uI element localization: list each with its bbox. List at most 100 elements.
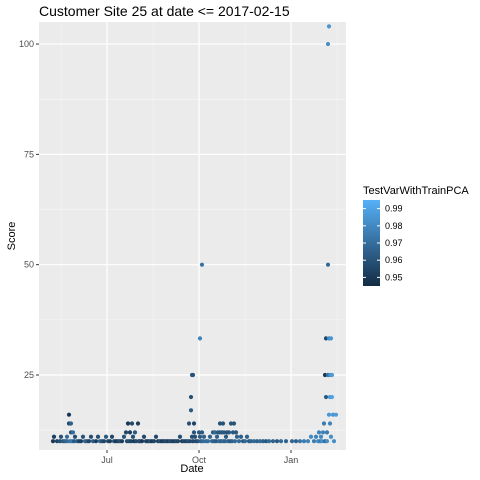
data-point: [70, 430, 76, 435]
data-point: [328, 434, 334, 439]
data-point: [230, 430, 236, 435]
legend-tick-label: 0.97: [385, 238, 403, 248]
data-point: [101, 439, 107, 444]
data-point: [333, 412, 339, 417]
data-point: [64, 434, 70, 439]
data-point: [199, 430, 205, 435]
data-point: [128, 439, 134, 444]
data-point: [72, 434, 78, 439]
data-point: [223, 434, 229, 439]
data-point: [266, 439, 272, 444]
y-tick-label: 100: [19, 39, 34, 49]
data-point: [260, 439, 266, 444]
data-point: [217, 421, 223, 426]
data-point: [263, 439, 269, 444]
data-point: [323, 336, 329, 341]
data-point: [326, 412, 332, 417]
legend-tick-label: 0.95: [385, 272, 403, 282]
data-point: [139, 439, 145, 444]
data-point: [248, 439, 254, 444]
data-point: [228, 421, 234, 426]
data-point: [318, 434, 324, 439]
data-point: [330, 412, 336, 417]
data-point: [236, 439, 242, 444]
data-point: [196, 430, 202, 435]
data-point: [311, 439, 317, 444]
data-point: [232, 439, 238, 444]
data-point: [64, 439, 70, 444]
data-point: [153, 434, 159, 439]
x-axis-title: Date: [180, 463, 203, 475]
data-point: [325, 262, 331, 267]
data-point: [95, 434, 101, 439]
data-point: [188, 394, 194, 400]
data-point: [197, 336, 203, 341]
data-point: [242, 439, 248, 444]
data-point: [103, 434, 109, 439]
data-point: [234, 434, 240, 439]
data-point: [226, 430, 232, 435]
legend-tick-label: 0.99: [385, 204, 403, 214]
data-point: [78, 439, 84, 444]
data-point: [254, 439, 260, 444]
data-point: [251, 439, 257, 444]
data-point: [328, 336, 334, 341]
data-point: [66, 412, 72, 417]
data-point: [229, 439, 235, 444]
data-point: [325, 41, 331, 47]
plot-panel: [39, 22, 346, 450]
data-point: [278, 439, 284, 444]
data-point: [293, 439, 299, 444]
data-point: [93, 439, 99, 444]
data-point: [316, 430, 322, 435]
data-point: [221, 430, 227, 435]
data-point: [257, 439, 263, 444]
data-point: [297, 439, 303, 444]
data-point: [308, 434, 314, 439]
data-point: [191, 421, 197, 426]
data-point: [190, 439, 196, 444]
data-point: [322, 372, 328, 378]
y-tick-label: 50: [24, 260, 34, 270]
data-point: [187, 439, 193, 444]
x-axis: Jul Oct Jan: [101, 450, 298, 465]
data-point: [58, 434, 64, 439]
data-point: [109, 434, 115, 439]
data-point: [199, 262, 205, 267]
data-point: [127, 430, 133, 435]
data-point: [133, 439, 139, 444]
x-tick-label: Oct: [192, 455, 207, 465]
data-point: [86, 439, 92, 444]
data-point: [233, 430, 239, 435]
y-tick-label: 25: [24, 370, 34, 380]
data-point: [129, 421, 135, 426]
data-points: [50, 24, 339, 444]
data-point: [244, 434, 250, 439]
data-point: [71, 439, 77, 444]
data-point: [190, 372, 196, 378]
data-point: [220, 421, 226, 426]
data-point: [57, 439, 63, 444]
data-point: [188, 408, 194, 413]
data-point: [132, 430, 138, 435]
data-point: [301, 439, 307, 444]
data-point: [51, 434, 57, 439]
data-point: [324, 439, 330, 444]
data-point: [135, 421, 141, 426]
data-point: [213, 439, 219, 444]
legend-ticks: 0.95 0.96 0.97 0.98 0.99: [363, 204, 403, 282]
data-point: [212, 430, 218, 435]
data-point: [214, 434, 220, 439]
data-point: [283, 439, 289, 444]
data-point: [130, 434, 136, 439]
chart-title: Customer Site 25 at date <= 2017-02-15: [39, 3, 290, 19]
y-axis-title: Score: [6, 222, 18, 251]
data-point: [50, 439, 56, 444]
data-point: [320, 430, 326, 435]
data-point: [321, 421, 327, 426]
data-point: [222, 439, 228, 444]
legend-title: TestVarWithTrainPCA: [363, 185, 469, 197]
y-tick-label: 75: [24, 149, 34, 159]
data-point: [289, 439, 295, 444]
